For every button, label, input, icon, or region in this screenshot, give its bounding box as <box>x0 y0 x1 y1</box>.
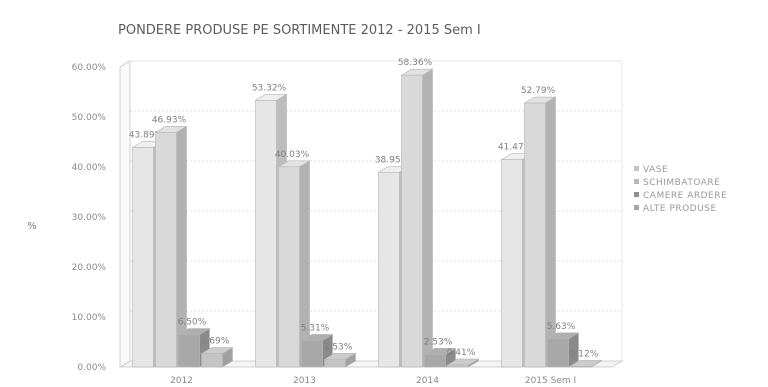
bar <box>132 147 154 368</box>
data-label: 58.36% <box>398 58 433 68</box>
bar <box>324 359 346 368</box>
bar <box>401 74 423 368</box>
bar <box>301 340 323 368</box>
bar <box>201 353 223 368</box>
data-label: 2.53% <box>424 337 453 347</box>
data-label: 53.32% <box>252 83 287 93</box>
side-wall <box>119 60 131 368</box>
bar-side-face <box>422 68 433 368</box>
bar <box>447 364 469 368</box>
data-label: 38.95% <box>375 155 410 165</box>
bar <box>378 171 400 368</box>
legend-label: SCHIMBATOARE <box>643 178 720 188</box>
legend-swatch <box>634 205 639 210</box>
y-tick-label: 10.00% <box>72 313 107 323</box>
data-label: 52.79% <box>521 86 556 96</box>
legend-label: ALTE PRODUSE <box>643 204 717 214</box>
bar <box>178 334 200 368</box>
bar <box>424 354 446 368</box>
bar-side-face <box>299 160 310 368</box>
x-tick-label: 2013 <box>293 376 316 386</box>
y-axis-ticks: 0.00% 10.00% 20.00% 30.00% 40.00% 50.00% 60.00… <box>72 63 107 373</box>
data-label: 0.41% <box>447 348 476 358</box>
legend-swatch <box>634 192 639 197</box>
legend: VASE SCHIMBATOARE CAMERE ARDERE ALTE PRODUS… <box>634 165 727 214</box>
bars: 43.89% 46.93% 6.50% 2.69% 53.32% 40.03% 5.31% 1… <box>129 58 603 368</box>
data-label: 5.31% <box>301 323 330 333</box>
bar <box>524 102 546 368</box>
legend-label: VASE <box>643 165 668 175</box>
gridline <box>119 60 622 68</box>
data-label: 46.93% <box>152 115 187 125</box>
y-tick-label: 60.00% <box>72 63 107 73</box>
legend-label: CAMERE ARDERE <box>643 191 727 201</box>
data-label: 5.63% <box>547 322 576 332</box>
x-tick-label: 2014 <box>416 376 439 386</box>
bar <box>501 159 523 368</box>
data-label: 43.89% <box>129 131 164 141</box>
data-label: 40.03% <box>275 150 310 160</box>
y-tick-label: 30.00% <box>72 213 107 223</box>
data-label: 0.12% <box>570 349 599 359</box>
x-tick-label: 2012 <box>170 376 193 386</box>
y-tick-label: 0.00% <box>77 363 106 373</box>
bar <box>570 366 592 368</box>
axes <box>118 60 624 368</box>
y-axis-label: % <box>27 221 37 232</box>
bar <box>547 338 569 368</box>
data-label: 6.50% <box>178 318 207 328</box>
legend-swatch <box>634 179 639 184</box>
y-tick-label: 40.00% <box>72 163 107 173</box>
y-tick-label: 50.00% <box>72 113 107 123</box>
data-label: 41.47% <box>498 143 533 153</box>
data-label: 1.53% <box>324 342 353 352</box>
bar <box>278 166 300 368</box>
bar <box>155 132 177 368</box>
chart-title: PONDERE PRODUSE PE SORTIMENTE 2012 - 201… <box>118 23 481 38</box>
y-tick-label: 20.00% <box>72 263 107 273</box>
data-label: 2.69% <box>201 337 230 347</box>
x-tick-label: 2015 Sem I <box>525 376 576 386</box>
bar <box>255 100 277 368</box>
legend-swatch <box>634 166 639 171</box>
x-axis-categories: 2012 2013 2014 2015 Sem I <box>170 376 576 386</box>
